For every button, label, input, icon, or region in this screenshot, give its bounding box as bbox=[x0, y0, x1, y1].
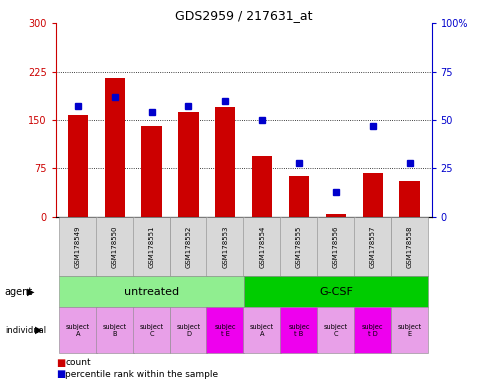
Bar bbox=[141, 126, 161, 217]
Text: GSM178552: GSM178552 bbox=[185, 225, 191, 268]
Text: count: count bbox=[65, 358, 91, 367]
Bar bbox=[178, 112, 198, 217]
Text: GSM178557: GSM178557 bbox=[369, 225, 375, 268]
Text: subjec
t B: subjec t B bbox=[287, 324, 309, 337]
Text: untreated: untreated bbox=[124, 287, 179, 297]
Text: GSM178558: GSM178558 bbox=[406, 225, 412, 268]
Bar bbox=[325, 214, 345, 217]
Text: G-CSF: G-CSF bbox=[318, 287, 352, 297]
Text: percentile rank within the sample: percentile rank within the sample bbox=[65, 370, 218, 379]
Text: subject
A: subject A bbox=[250, 324, 273, 337]
Text: subject
A: subject A bbox=[66, 324, 90, 337]
Text: GSM178556: GSM178556 bbox=[332, 225, 338, 268]
Text: subject
C: subject C bbox=[139, 324, 163, 337]
Bar bbox=[288, 176, 308, 217]
Text: GSM178551: GSM178551 bbox=[148, 225, 154, 268]
Text: GSM178554: GSM178554 bbox=[258, 225, 265, 268]
Text: ▶: ▶ bbox=[35, 325, 42, 335]
Text: individual: individual bbox=[5, 326, 46, 335]
Text: subject
D: subject D bbox=[176, 324, 200, 337]
Bar bbox=[399, 181, 419, 217]
Text: ■: ■ bbox=[56, 369, 65, 379]
Text: agent: agent bbox=[5, 287, 33, 297]
Text: subject
E: subject E bbox=[397, 324, 421, 337]
Bar bbox=[105, 78, 124, 217]
Text: subjec
t D: subjec t D bbox=[361, 324, 383, 337]
Bar bbox=[68, 116, 88, 217]
Text: subjec
t E: subjec t E bbox=[214, 324, 236, 337]
Text: GSM178555: GSM178555 bbox=[295, 225, 302, 268]
Text: GSM178550: GSM178550 bbox=[111, 225, 118, 268]
Bar bbox=[362, 173, 382, 217]
Bar bbox=[215, 107, 235, 217]
Text: subject
C: subject C bbox=[323, 324, 347, 337]
Text: ▶: ▶ bbox=[27, 287, 34, 297]
Text: GSM178549: GSM178549 bbox=[75, 225, 81, 268]
Bar bbox=[252, 156, 272, 217]
Text: GSM178553: GSM178553 bbox=[222, 225, 228, 268]
Text: ■: ■ bbox=[56, 358, 65, 368]
Title: GDS2959 / 217631_at: GDS2959 / 217631_at bbox=[175, 9, 312, 22]
Text: subject
B: subject B bbox=[103, 324, 126, 337]
